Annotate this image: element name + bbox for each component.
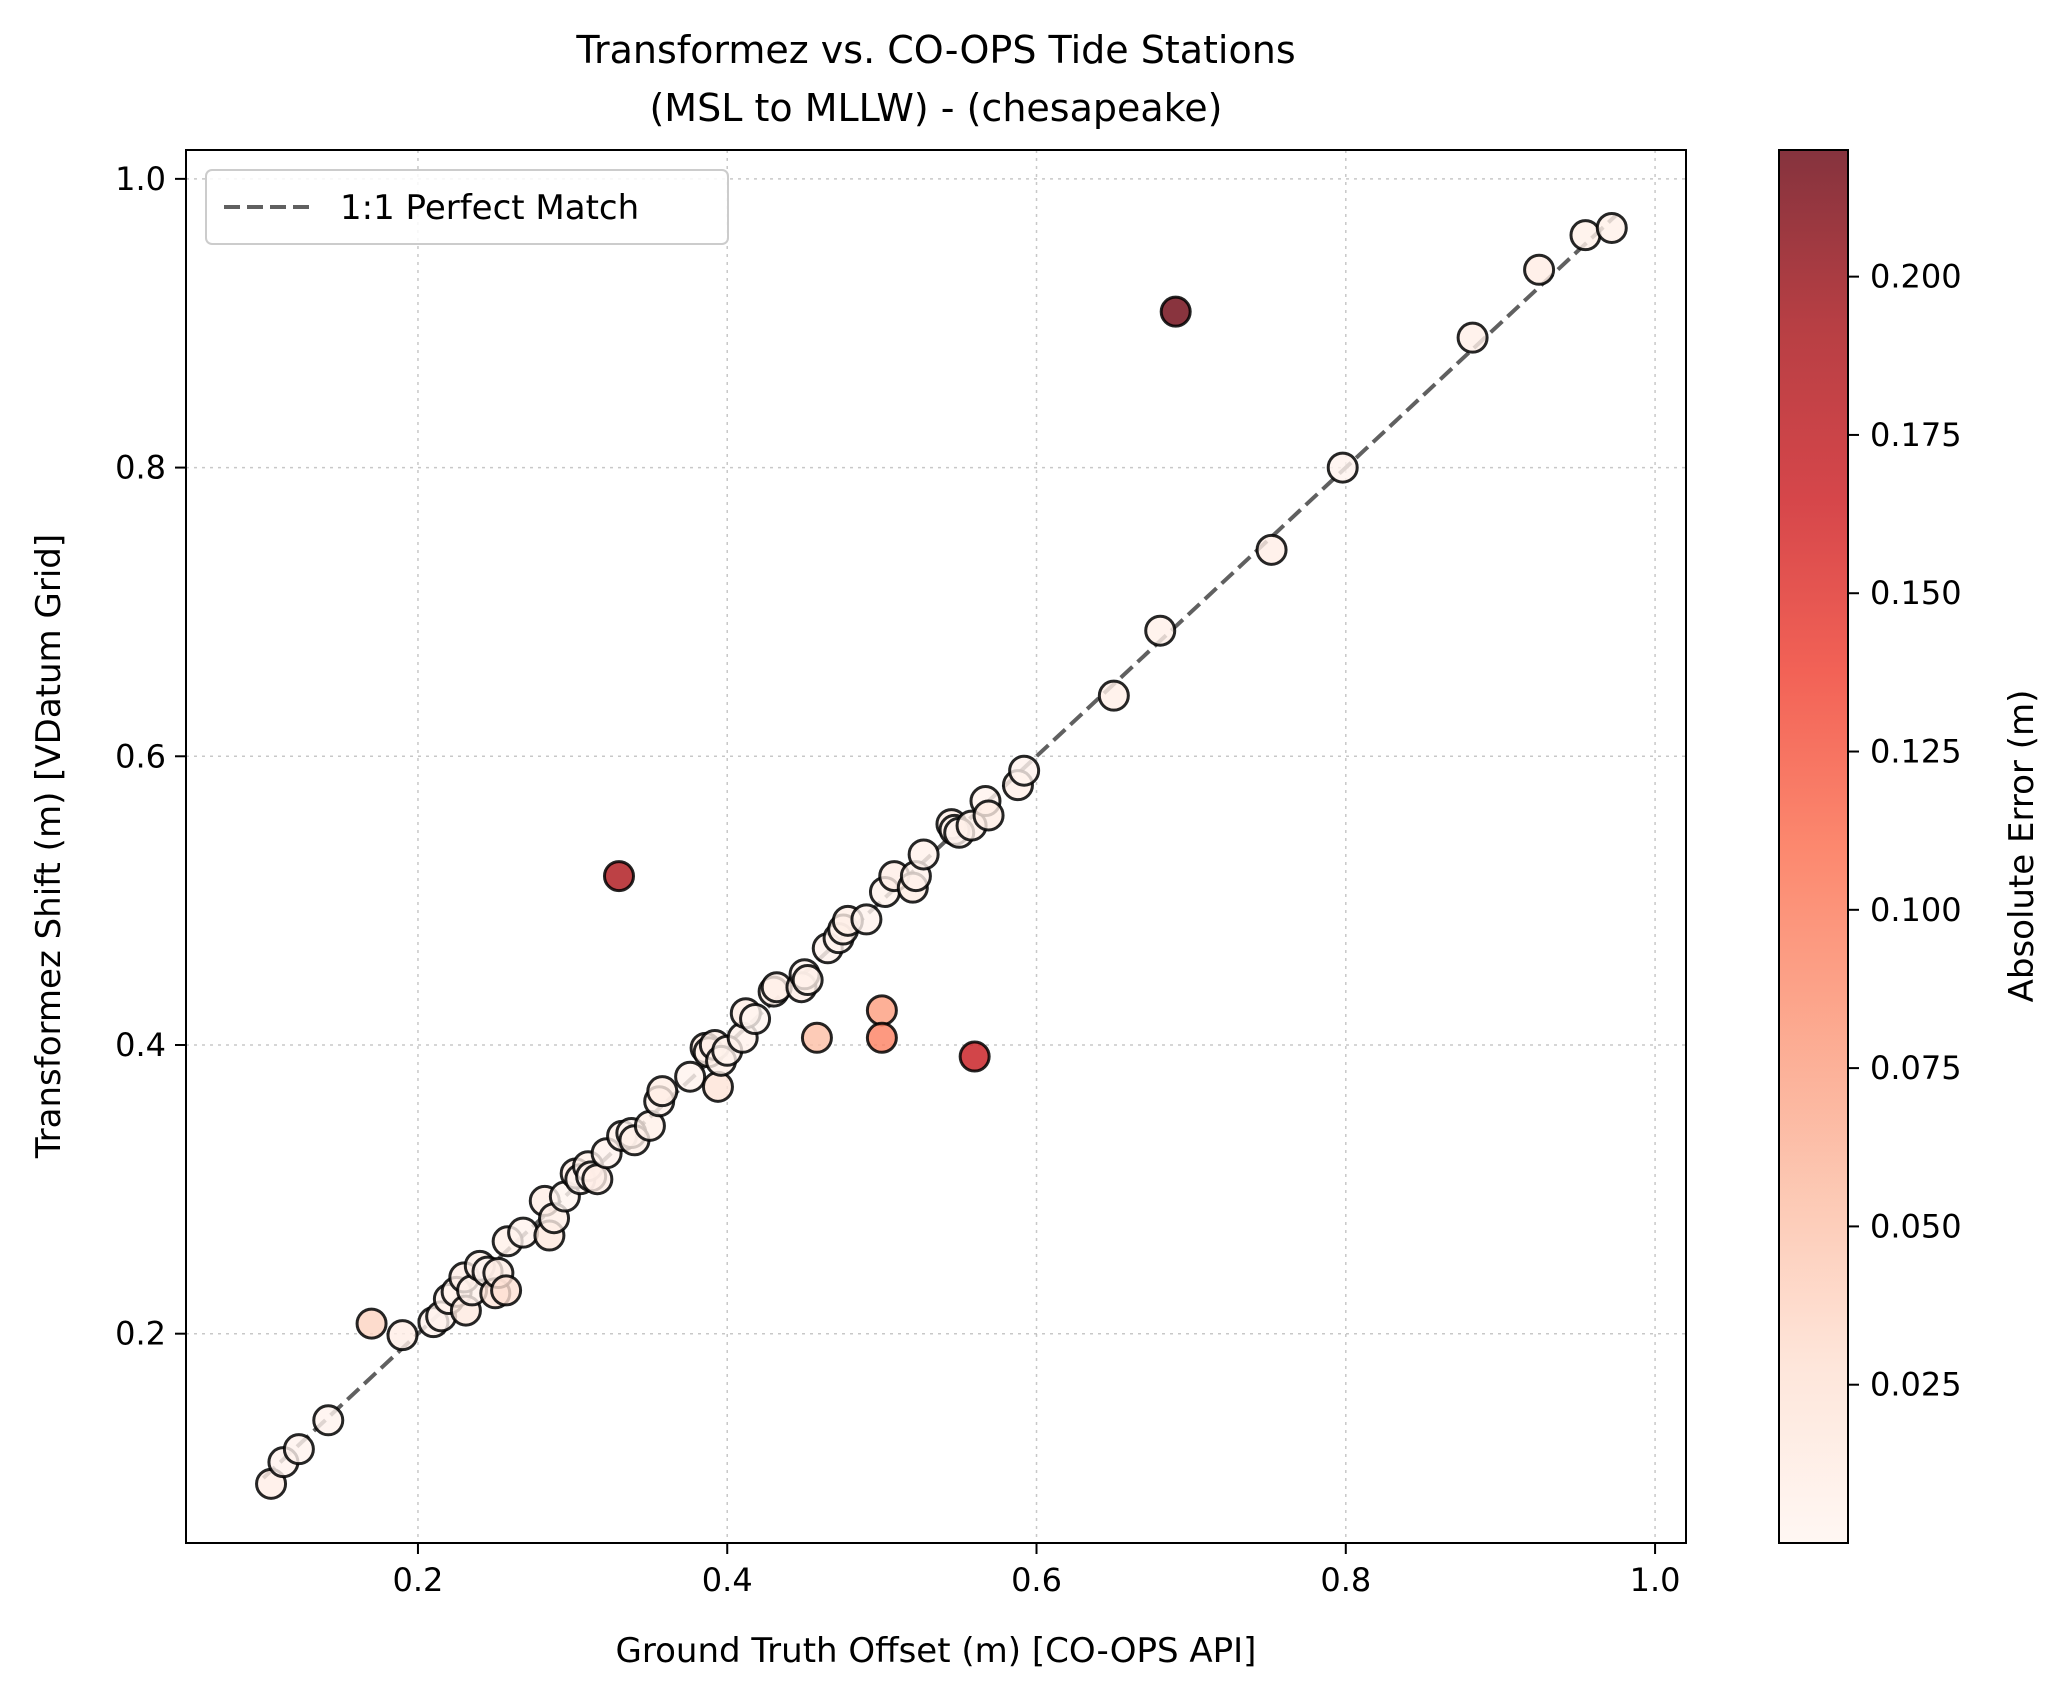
legend-label: 1:1 Perfect Match bbox=[340, 188, 639, 228]
chart-title: Transformez vs. CO-OPS Tide Stations bbox=[575, 28, 1295, 72]
x-axis-ticks: 0.2 0.4 0.6 0.8 1.0 bbox=[393, 1543, 1681, 1599]
legend: 1:1 Perfect Match bbox=[205, 169, 729, 245]
y-tick-label: 0.4 bbox=[115, 1026, 166, 1064]
data-point bbox=[1255, 533, 1288, 566]
data-point bbox=[850, 903, 883, 936]
y-tick-label: 0.2 bbox=[115, 1315, 166, 1353]
colorbar-label: Absolute Error (m) bbox=[2002, 690, 2042, 1003]
colorbar-tick-label: 0.050 bbox=[1870, 1207, 1962, 1245]
data-point bbox=[739, 1003, 772, 1036]
colorbar-tick-label: 0.025 bbox=[1870, 1366, 1962, 1404]
data-point bbox=[865, 1021, 898, 1054]
data-point bbox=[701, 1070, 734, 1103]
data-point bbox=[490, 1274, 523, 1307]
data-points bbox=[255, 211, 1628, 1500]
data-point bbox=[791, 964, 824, 997]
data-point bbox=[907, 838, 940, 871]
colorbar-ticks: 0.025 0.050 0.075 0.100 0.125 0.150 0.175 0.200 bbox=[1848, 258, 1962, 1404]
data-point bbox=[1097, 679, 1130, 712]
x-tick-label: 0.4 bbox=[702, 1561, 753, 1599]
x-tick-label: 0.8 bbox=[1320, 1561, 1371, 1599]
data-point bbox=[1595, 211, 1628, 244]
data-point bbox=[674, 1060, 707, 1093]
data-point bbox=[865, 994, 898, 1027]
x-tick-label: 1.0 bbox=[1630, 1561, 1681, 1599]
data-point bbox=[507, 1216, 540, 1249]
colorbar-tick-label: 0.125 bbox=[1870, 733, 1962, 771]
y-axis-label: Transformez Shift (m) [VDatum Grid] bbox=[29, 534, 69, 1159]
data-point bbox=[958, 1040, 991, 1073]
y-tick-label: 0.6 bbox=[115, 737, 166, 775]
data-point bbox=[1159, 295, 1192, 328]
colorbar-tick-label: 0.100 bbox=[1870, 891, 1962, 929]
colorbar-tick-label: 0.175 bbox=[1870, 416, 1962, 454]
legend-box bbox=[205, 169, 729, 245]
x-tick-label: 0.6 bbox=[1011, 1561, 1062, 1599]
data-point bbox=[312, 1404, 345, 1437]
colorbar-tick-label: 0.075 bbox=[1870, 1049, 1962, 1087]
y-axis-ticks: 0.2 0.4 0.6 0.8 1.0 bbox=[115, 160, 186, 1353]
x-axis-label: Ground Truth Offset (m) [CO-OPS API] bbox=[616, 1631, 1257, 1671]
data-point bbox=[1144, 614, 1177, 647]
chart-subtitle: (MSL to MLLW) - (chesapeake) bbox=[649, 86, 1222, 130]
colorbar-tick-label: 0.150 bbox=[1870, 574, 1962, 612]
plot-frame bbox=[185, 149, 1687, 1544]
data-point bbox=[1456, 321, 1489, 354]
y-tick-label: 1.0 bbox=[115, 160, 166, 198]
data-point bbox=[355, 1307, 388, 1340]
colorbar-tick-label: 0.200 bbox=[1870, 258, 1962, 296]
data-point bbox=[386, 1319, 419, 1352]
x-tick-label: 0.2 bbox=[393, 1561, 444, 1599]
data-point bbox=[1523, 253, 1556, 286]
colorbar bbox=[1778, 149, 1849, 1544]
data-point bbox=[1326, 451, 1359, 484]
data-point bbox=[1569, 219, 1602, 252]
data-point bbox=[800, 1021, 833, 1054]
data-point bbox=[972, 799, 1005, 832]
data-point bbox=[282, 1433, 315, 1466]
data-point bbox=[646, 1075, 679, 1108]
data-point bbox=[602, 860, 635, 893]
y-tick-label: 0.8 bbox=[115, 449, 166, 487]
data-point bbox=[1008, 754, 1041, 787]
